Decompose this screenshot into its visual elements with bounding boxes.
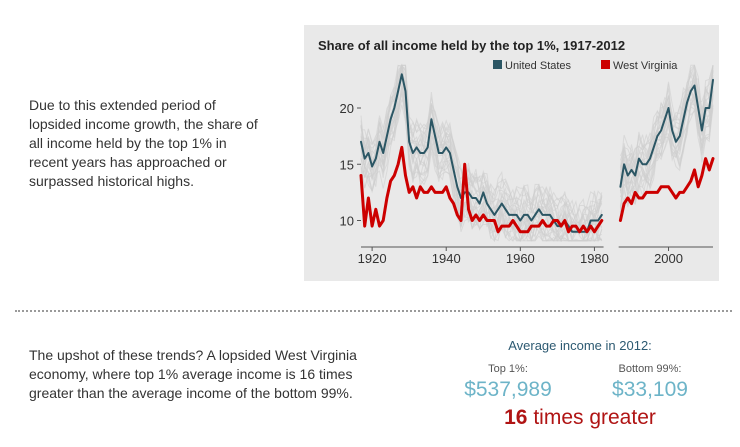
series-line-wv xyxy=(359,145,604,234)
upshot-paragraph: The upshot of these trends? A lopsided W… xyxy=(29,347,357,401)
legend-swatch-wv xyxy=(601,60,610,69)
x-tick-label: 1920 xyxy=(358,251,387,266)
income-ratio: 16 times greater xyxy=(440,406,720,430)
state-line xyxy=(619,102,714,207)
income-share-chart: Share of all income held by the top 1%, … xyxy=(318,38,715,266)
bottom-income-label: Bottom 99%: xyxy=(618,363,682,375)
x-tick-label: 1940 xyxy=(432,251,461,266)
intro-paragraph: Due to this extended period of lopsided … xyxy=(29,97,258,189)
y-tick-label: 15 xyxy=(340,157,354,172)
legend-label-us: United States xyxy=(505,60,572,72)
top-income-label: Top 1%: xyxy=(488,363,528,375)
section-divider xyxy=(15,310,732,312)
y-tick-label: 20 xyxy=(340,101,354,116)
legend-label-wv: West Virginia xyxy=(613,60,678,72)
series-line-wv xyxy=(618,157,715,222)
chart-title: Share of all income held by the top 1%, … xyxy=(318,38,625,53)
ratio-text: times greater xyxy=(533,406,656,429)
y-axis: 10 15 20 xyxy=(340,101,361,229)
stats-heading: Average income in 2012: xyxy=(508,338,652,353)
x-tick-label: 2000 xyxy=(654,251,683,266)
bottom-income-value: $33,109 xyxy=(612,378,688,401)
income-stats: Average income in 2012: Top 1%: $537,989… xyxy=(440,338,720,438)
state-line xyxy=(619,65,714,160)
chart-legend: United States West Virginia xyxy=(493,60,678,72)
legend-swatch-us xyxy=(493,60,502,69)
x-tick-label: 1960 xyxy=(506,251,535,266)
state-line xyxy=(360,86,603,242)
state-line xyxy=(619,65,714,168)
ratio-number: 16 xyxy=(504,406,528,429)
x-tick-label: 1980 xyxy=(580,251,609,266)
series-lines xyxy=(359,73,715,234)
chart-panel: Share of all income held by the top 1%, … xyxy=(304,25,719,281)
top-income-value: $537,989 xyxy=(464,378,552,401)
series-line-us xyxy=(619,78,714,188)
y-tick-label: 10 xyxy=(340,214,354,229)
x-axis: 1920 1940 1960 1980 2000 xyxy=(358,246,713,266)
